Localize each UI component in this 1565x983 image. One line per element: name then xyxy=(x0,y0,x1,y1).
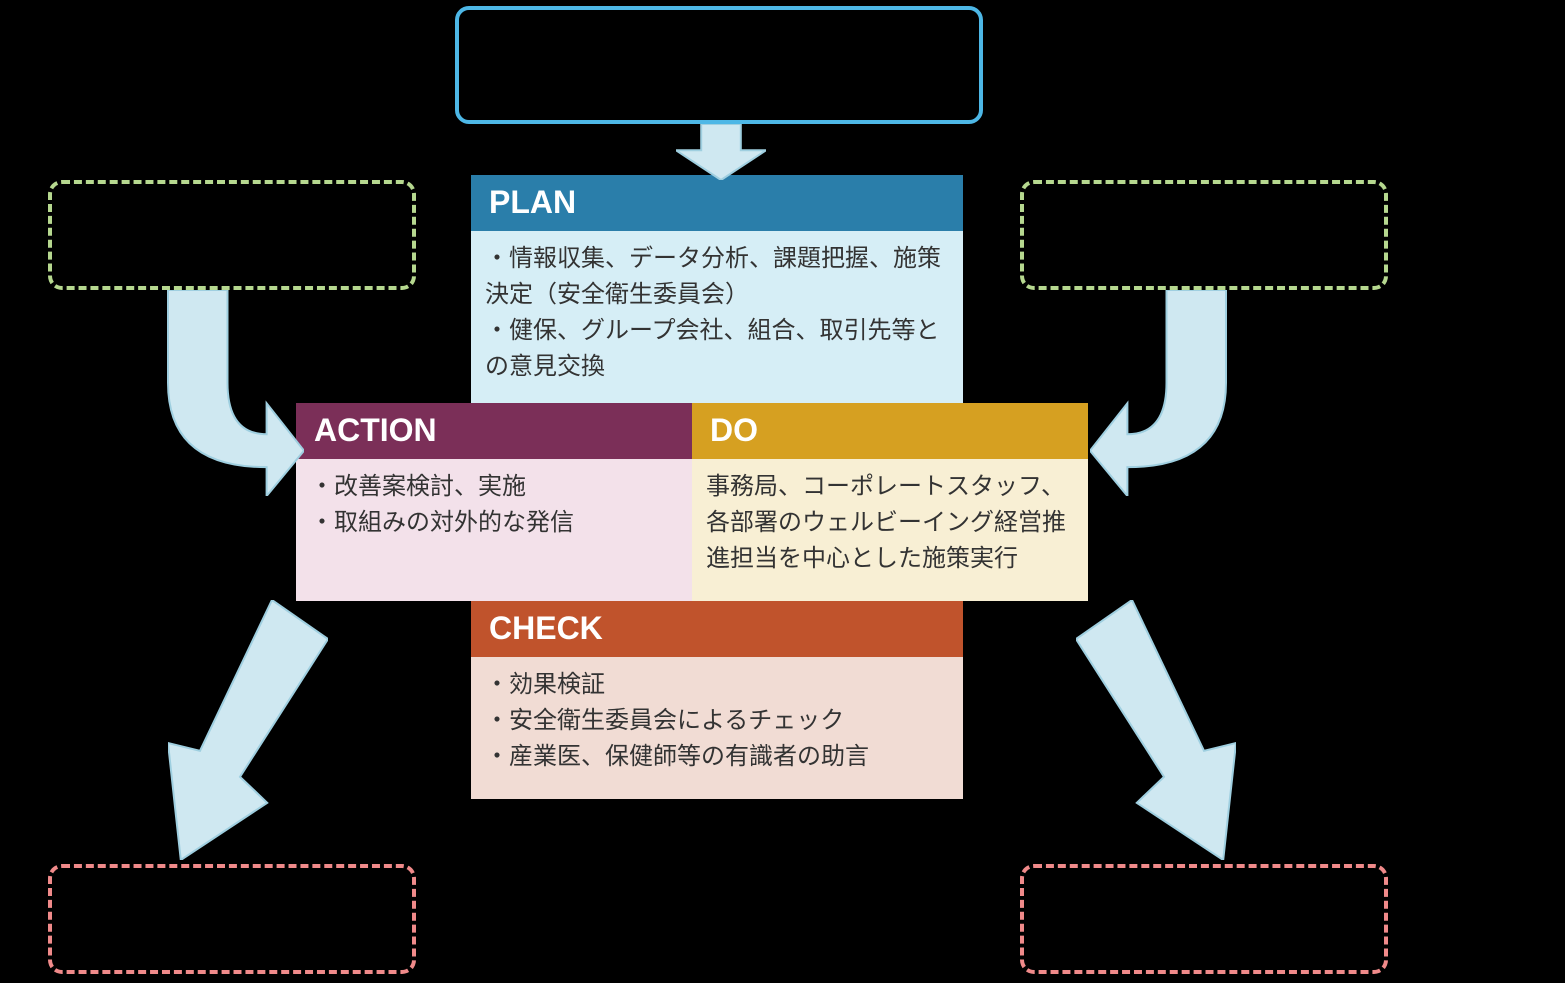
dashed-box-top_left xyxy=(48,180,416,290)
pdca-check-body: ・効果検証・安全衛生委員会によるチェック・産業医、保健師等の有識者の助言 xyxy=(471,657,963,799)
pdca-plan-label: PLAN xyxy=(471,175,963,231)
pdca-do-label: DO xyxy=(692,403,1088,459)
arrow-in_right xyxy=(1090,290,1260,496)
pdca-do-body: 事務局、コーポレートスタッフ、各部署のウェルビーイング経営推進担当を中心とした施… xyxy=(692,459,1088,601)
dashed-box-top_right xyxy=(1020,180,1388,290)
pdca-action-body: ・改善案検討、実施・取組みの対外的な発信 xyxy=(296,459,692,601)
pdca-do: DO事務局、コーポレートスタッフ、各部署のウェルビーイング経営推進担当を中心とし… xyxy=(692,403,1088,601)
dashed-box-bot_right xyxy=(1020,864,1388,974)
pdca-action: ACTION・改善案検討、実施・取組みの対外的な発信 xyxy=(296,403,692,601)
arrow-out_right xyxy=(1076,600,1236,860)
pdca-check-label: CHECK xyxy=(471,601,963,657)
pdca-check: CHECK・効果検証・安全衛生委員会によるチェック・産業医、保健師等の有識者の助… xyxy=(471,601,963,799)
pdca-action-label: ACTION xyxy=(296,403,692,459)
pdca-plan-body: ・情報収集、データ分析、課題把握、施策決定（安全衛生委員会）・健保、グループ会社… xyxy=(471,231,963,403)
arrow-out_left xyxy=(168,600,328,860)
pdca-plan: PLAN・情報収集、データ分析、課題把握、施策決定（安全衛生委員会）・健保、グル… xyxy=(471,175,963,403)
dashed-box-bot_left xyxy=(48,864,416,974)
arrow-top_down xyxy=(676,124,766,180)
arrow-in_left xyxy=(134,290,304,496)
top-box xyxy=(455,6,983,124)
